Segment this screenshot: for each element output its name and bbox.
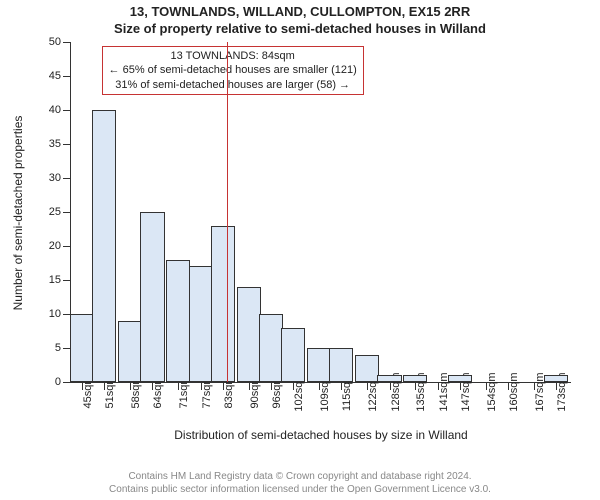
histogram-bar bbox=[211, 226, 235, 382]
y-tick-label: 5 bbox=[55, 342, 61, 354]
y-tick-label: 40 bbox=[49, 104, 61, 116]
x-axis-label: Distribution of semi-detached houses by … bbox=[71, 428, 571, 442]
y-tick-label: 35 bbox=[49, 138, 61, 150]
y-tick bbox=[63, 246, 71, 247]
y-tick bbox=[63, 42, 71, 43]
marker-line bbox=[227, 42, 228, 382]
y-tick bbox=[63, 110, 71, 111]
histogram-bar bbox=[237, 287, 261, 382]
y-tick-label: 20 bbox=[49, 240, 61, 252]
footer: Contains HM Land Registry data © Crown c… bbox=[0, 471, 600, 496]
histogram-plot-area: 13 TOWNLANDS: 84sqm ← 65% of semi-detach… bbox=[70, 42, 571, 383]
x-tick-label: 160sqm bbox=[508, 372, 520, 411]
y-tick bbox=[63, 382, 71, 383]
y-tick-label: 10 bbox=[49, 308, 61, 320]
y-tick bbox=[63, 178, 71, 179]
page-root: 13, TOWNLANDS, WILLAND, CULLOMPTON, EX15… bbox=[0, 0, 600, 500]
y-tick bbox=[63, 144, 71, 145]
x-tick-label: 154sqm bbox=[486, 372, 498, 411]
histogram-bar bbox=[281, 328, 305, 382]
annotation-box: 13 TOWNLANDS: 84sqm ← 65% of semi-detach… bbox=[102, 46, 364, 95]
annotation-line-3: 31% of semi-detached houses are larger (… bbox=[109, 78, 357, 92]
footer-line-1: Contains HM Land Registry data © Crown c… bbox=[0, 471, 600, 484]
footer-line-2: Contains public sector information licen… bbox=[0, 484, 600, 497]
histogram-bar bbox=[70, 314, 94, 382]
histogram-bar bbox=[329, 348, 353, 382]
histogram-bar bbox=[544, 375, 568, 382]
title-line-1: 13, TOWNLANDS, WILLAND, CULLOMPTON, EX15… bbox=[0, 4, 600, 19]
title-line-2: Size of property relative to semi-detach… bbox=[0, 21, 600, 36]
y-tick bbox=[63, 76, 71, 77]
histogram-bar bbox=[355, 355, 379, 382]
y-tick-label: 15 bbox=[49, 274, 61, 286]
annotation-line-1: 13 TOWNLANDS: 84sqm bbox=[109, 49, 357, 63]
histogram-bar bbox=[92, 110, 116, 382]
y-tick bbox=[63, 280, 71, 281]
y-tick-label: 30 bbox=[49, 172, 61, 184]
y-tick-label: 45 bbox=[49, 70, 61, 82]
y-tick-label: 25 bbox=[49, 206, 61, 218]
annotation-line-2: ← 65% of semi-detached houses are smalle… bbox=[109, 63, 357, 77]
y-tick-label: 0 bbox=[55, 376, 61, 388]
y-tick-label: 50 bbox=[49, 36, 61, 48]
histogram-bar bbox=[448, 375, 472, 382]
histogram-bar bbox=[259, 314, 283, 382]
histogram-bar bbox=[377, 375, 401, 382]
y-axis-label: Number of semi-detached properties bbox=[11, 43, 25, 383]
histogram-bar bbox=[403, 375, 427, 382]
histogram-bar bbox=[166, 260, 190, 382]
histogram-bar bbox=[140, 212, 164, 382]
histogram-bar bbox=[189, 266, 213, 382]
histogram-bar bbox=[118, 321, 142, 382]
y-tick bbox=[63, 212, 71, 213]
histogram-bar bbox=[307, 348, 331, 382]
